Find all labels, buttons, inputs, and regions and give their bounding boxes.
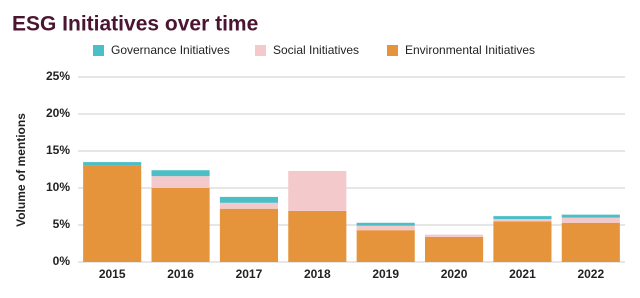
x-tick-label: 2019 — [372, 267, 399, 281]
x-tick-label: 2016 — [167, 267, 194, 281]
bar-segment — [219, 208, 278, 262]
bar-segment — [219, 202, 278, 209]
bar-segment — [151, 188, 210, 262]
chart-title: ESG Initiatives over time — [12, 13, 258, 36]
y-tick-label: 0% — [53, 254, 71, 268]
y-tick-label: 15% — [46, 143, 70, 157]
bar-segment — [356, 225, 415, 231]
legend-label: Environmental Initiatives — [405, 43, 535, 57]
bar-segment — [561, 222, 620, 262]
bar-segment — [356, 230, 415, 262]
x-tick-label: 2022 — [577, 267, 604, 281]
bar-segment — [493, 219, 552, 222]
bar-segment — [356, 222, 415, 226]
x-tick-label: 2021 — [509, 267, 536, 281]
y-axis-label: Volume of mentions — [14, 113, 28, 227]
y-tick-label: 10% — [46, 180, 70, 194]
bar-segment — [151, 176, 210, 188]
bar-segment — [288, 170, 347, 211]
y-tick-label: 5% — [53, 217, 71, 231]
legend-label: Social Initiatives — [273, 43, 359, 57]
y-tick-label: 20% — [46, 106, 70, 120]
y-tick-label: 25% — [46, 69, 70, 83]
bar-segment — [425, 236, 484, 262]
x-tick-label: 2015 — [99, 267, 126, 281]
x-tick-label: 2018 — [304, 267, 331, 281]
bar-segment — [493, 221, 552, 262]
bar-segment — [493, 216, 552, 220]
x-tick-label: 2017 — [236, 267, 263, 281]
legend-swatch — [93, 45, 104, 56]
bar-segment — [219, 196, 278, 203]
bar-segment — [288, 210, 347, 262]
bar-segment — [151, 170, 210, 177]
legend-label: Governance Initiatives — [111, 43, 230, 57]
bar-segment — [425, 234, 484, 237]
bar-segment — [83, 162, 142, 166]
bar-segment — [83, 165, 142, 262]
x-tick-label: 2020 — [441, 267, 468, 281]
legend-swatch — [255, 45, 266, 56]
bar-segment — [561, 214, 620, 218]
bar-segment — [561, 217, 620, 223]
legend-swatch — [387, 45, 398, 56]
